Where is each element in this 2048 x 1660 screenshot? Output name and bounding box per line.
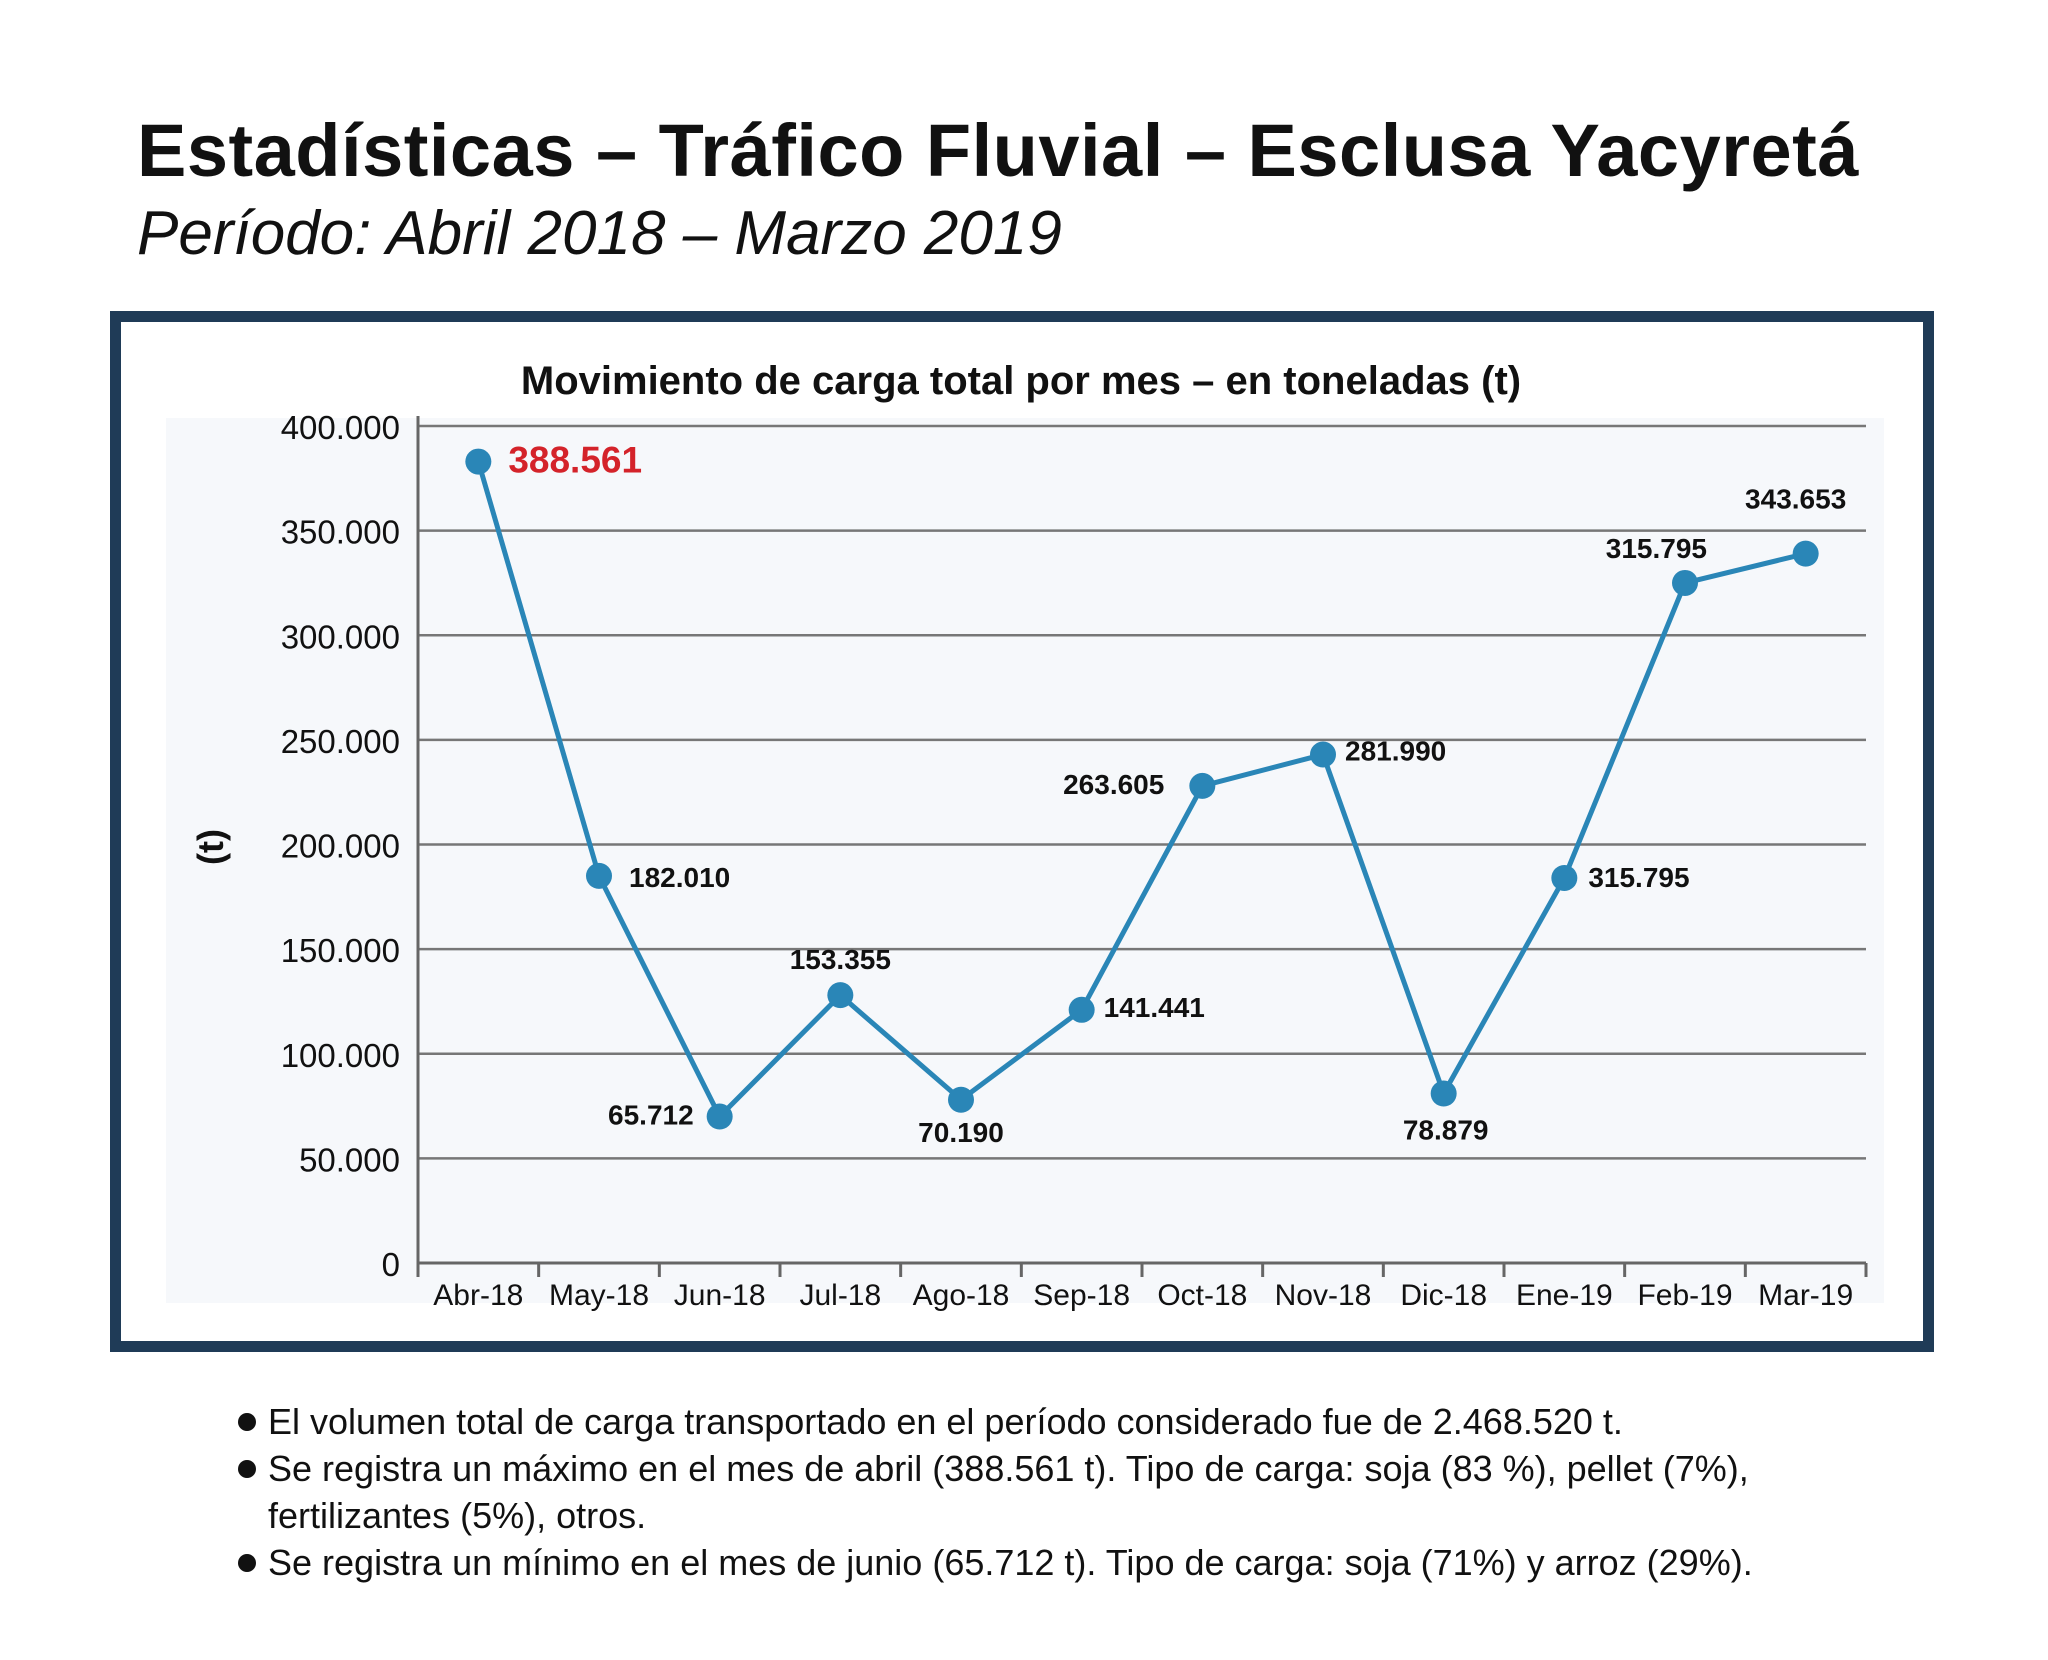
line-chart: Movimiento de carga total por mes – en t… (166, 359, 1884, 1312)
data-point (948, 1086, 974, 1113)
x-tick-label: Sep-18 (1033, 1279, 1130, 1312)
data-label: 70.190 (918, 1117, 1004, 1148)
x-tick-label: Abr-18 (433, 1279, 523, 1312)
x-tick-label: Ene-19 (1516, 1279, 1613, 1312)
data-label: 141.441 (1104, 992, 1205, 1023)
data-point (706, 1103, 733, 1130)
chart-title: Movimiento de carga total por mes – en t… (521, 359, 1521, 403)
data-point (586, 862, 612, 889)
x-tick-label: Ago-18 (913, 1279, 1010, 1312)
y-tick-label: 350.000 (281, 514, 400, 551)
x-tick-label: Oct-18 (1157, 1279, 1247, 1312)
data-label: 315.795 (1606, 533, 1707, 564)
x-tick-label: Jun-18 (674, 1279, 766, 1312)
x-tick-label: May-18 (549, 1279, 649, 1312)
notes-list: El volumen total de carga transportado e… (236, 1398, 1876, 1586)
page-title: Estadísticas – Tráfico Fluvial – Esclusa… (137, 109, 1859, 192)
data-label: 263.605 (1063, 769, 1164, 800)
x-tick-label: Mar-19 (1758, 1279, 1853, 1312)
data-label: 153.355 (790, 944, 891, 975)
data-label: 65.712 (608, 1100, 694, 1131)
chart-frame: Movimiento de carga total por mes – en t… (110, 311, 1934, 1352)
data-point (465, 448, 492, 475)
data-label: 78.879 (1403, 1115, 1489, 1146)
note-item: El volumen total de carga transportado e… (236, 1398, 1876, 1445)
y-tick-label: 0 (382, 1246, 400, 1283)
data-point (1551, 864, 1578, 891)
data-point (827, 982, 854, 1009)
data-point (1068, 996, 1095, 1023)
data-label: 315.795 (1588, 862, 1689, 893)
x-tick-label: Dic-18 (1400, 1279, 1487, 1312)
data-point (1430, 1080, 1457, 1107)
y-tick-label: 150.000 (281, 932, 400, 969)
y-axis-label: (t) (190, 829, 231, 865)
data-point (1672, 569, 1698, 596)
series-line (475, 460, 1807, 1120)
note-item: Se registra un mínimo en el mes de junio… (236, 1539, 1876, 1586)
page-subtitle: Período: Abril 2018 – Marzo 2019 (137, 199, 1062, 268)
data-label: 343.653 (1745, 484, 1846, 515)
data-label: 388.561 (508, 440, 642, 481)
y-tick-label: 300.000 (281, 618, 400, 655)
data-label: 281.990 (1345, 736, 1446, 767)
y-tick-label: 400.000 (281, 409, 400, 446)
x-tick-label: Nov-18 (1275, 1279, 1372, 1312)
note-item: Se registra un máximo en el mes de abril… (236, 1445, 1876, 1539)
y-tick-label: 200.000 (281, 828, 400, 865)
plot-background (166, 418, 1884, 1303)
data-point (1310, 741, 1336, 768)
data-label: 182.010 (629, 862, 730, 893)
x-tick-label: Feb-19 (1637, 1279, 1732, 1312)
data-point (1792, 540, 1819, 567)
x-tick-label: Jul-18 (799, 1279, 881, 1312)
y-tick-label: 100.000 (281, 1037, 400, 1074)
y-tick-label: 250.000 (281, 723, 400, 760)
data-point (1189, 772, 1216, 799)
y-tick-label: 50.000 (299, 1141, 400, 1178)
